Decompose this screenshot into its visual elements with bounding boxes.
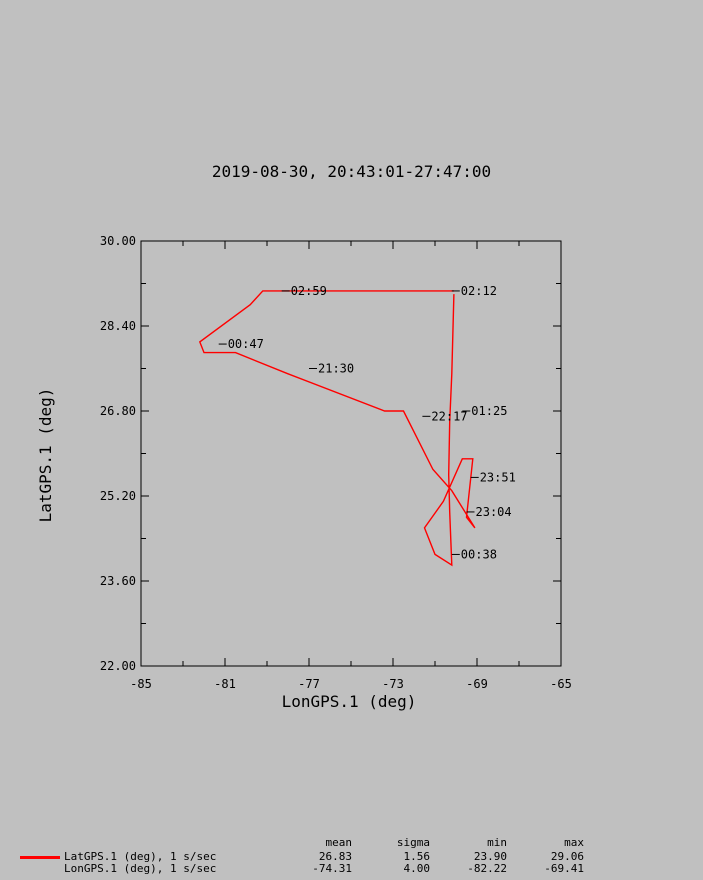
chart-title: 2019-08-30, 20:43:01-27:47:00 xyxy=(211,162,492,181)
y-tick-label: 26.80 xyxy=(100,404,136,418)
time-label: 22:17 xyxy=(431,409,467,423)
time-label: 01:25 xyxy=(471,404,507,418)
time-label: 23:51 xyxy=(480,470,516,484)
y-tick-label: 30.00 xyxy=(100,234,136,248)
legend-swatch xyxy=(20,856,60,859)
y-tick-label: 25.20 xyxy=(100,489,136,503)
stats-min: 23.90 xyxy=(473,850,507,863)
stats-max: 29.06 xyxy=(550,850,584,863)
x-axis-label: LonGPS.1 (deg) xyxy=(282,692,417,711)
time-label: 21:30 xyxy=(318,362,354,376)
stats-col-header: sigma xyxy=(396,836,430,849)
time-label: 00:47 xyxy=(228,337,264,351)
stats-min: -82.22 xyxy=(467,862,507,875)
stats-col-header: min xyxy=(487,836,507,849)
stats-row-label: LonGPS.1 (deg), 1 s/sec xyxy=(64,862,217,875)
stats-sigma: 1.56 xyxy=(403,850,431,863)
stats-max: -69.41 xyxy=(544,862,584,875)
y-tick-label: 28.40 xyxy=(100,319,136,333)
stats-mean: -74.31 xyxy=(312,862,352,875)
time-label: 02:12 xyxy=(461,284,497,298)
time-label: 23:04 xyxy=(476,505,512,519)
y-tick-label: 23.60 xyxy=(100,574,136,588)
x-tick-label: -77 xyxy=(298,677,320,691)
stats-row: LonGPS.1 (deg), 1 s/sec -74.31 4.00 -82.22 -… xyxy=(0,862,703,875)
x-tick-label: -69 xyxy=(466,677,488,691)
stats-col-header: max xyxy=(564,836,584,849)
time-label: 02:59 xyxy=(291,284,327,298)
stats-sigma: 4.00 xyxy=(403,862,431,875)
x-tick-label: -85 xyxy=(130,677,152,691)
x-tick-label: -73 xyxy=(382,677,404,691)
y-tick-label: 22.00 xyxy=(100,659,136,673)
time-label: 00:38 xyxy=(461,547,497,561)
gps-track-chart: -85 -81 -77 -73 -69 -65 22.00 23.60 25.20 26.80 28… xyxy=(36,234,572,711)
y-axis-label: LatGPS.1 (deg) xyxy=(36,388,55,523)
stats-col-header: mean xyxy=(325,836,353,849)
stats-mean: 26.83 xyxy=(318,850,352,863)
stats-row: LatGPS.1 (deg), 1 s/sec 26.83 1.56 23.90 29.… xyxy=(0,850,703,863)
stats-header: mean sigma min max xyxy=(0,836,703,849)
plot-area xyxy=(140,240,562,667)
x-tick-label: -65 xyxy=(550,677,572,691)
track-line xyxy=(198,290,476,567)
x-tick-label: -81 xyxy=(214,677,236,691)
stats-row-label: LatGPS.1 (deg), 1 s/sec xyxy=(64,850,217,863)
